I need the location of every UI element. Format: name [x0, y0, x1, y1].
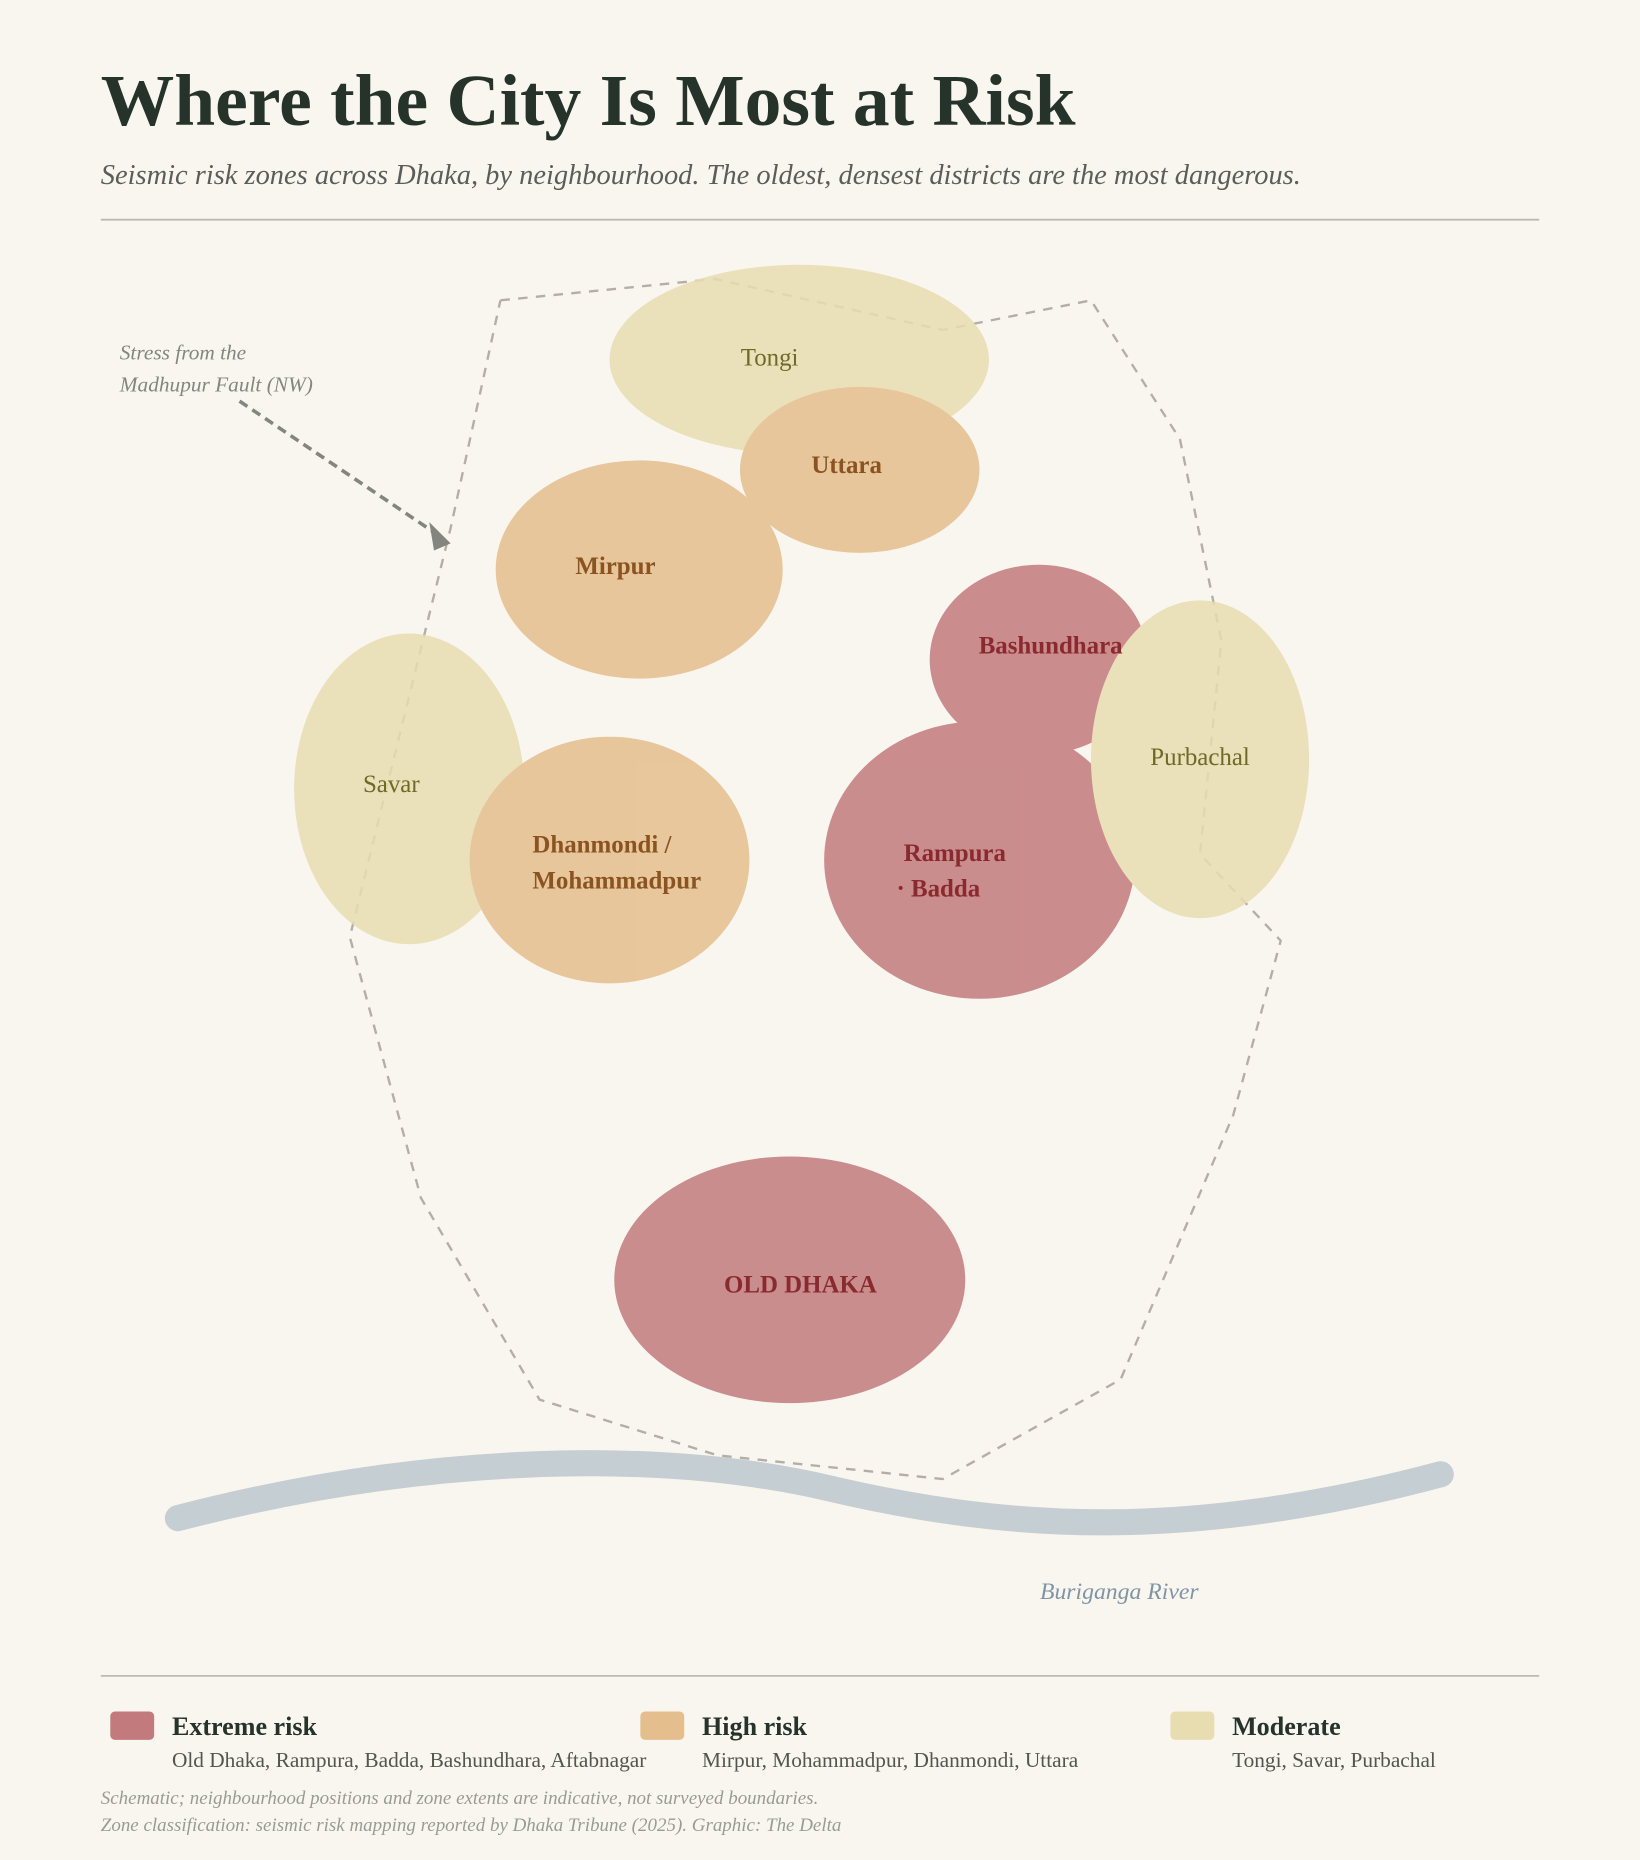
annotation: Stress from the: [120, 341, 246, 365]
legend-label: Moderate: [1232, 1712, 1341, 1741]
subtitle: Seismic risk zones across Dhaka, by neig…: [101, 160, 1301, 191]
zone-label: Purbachal: [1150, 744, 1250, 771]
note: Zone classification: seismic risk mappin…: [101, 1815, 842, 1836]
zone-label: Mirpur: [575, 553, 655, 580]
stress-arrow: [238, 399, 438, 536]
zone-extreme: [614, 1156, 966, 1404]
legend-swatch: [110, 1711, 155, 1740]
legend-label: Extreme risk: [172, 1712, 318, 1741]
zone-label: Mohammadpur: [532, 867, 701, 894]
legend-label: High risk: [702, 1712, 808, 1741]
zone-high: [495, 460, 783, 679]
annotation: Madhupur Fault (NW): [119, 373, 313, 397]
river-label: Buriganga River: [1040, 1579, 1199, 1605]
zone-high: [469, 736, 750, 984]
legend-swatch: [1170, 1711, 1215, 1740]
zone-label: · Badda: [896, 876, 980, 903]
zone-label: OLD DHAKA: [724, 1272, 877, 1299]
zone-extreme: [929, 564, 1148, 755]
zone-extreme: [824, 721, 1135, 999]
legend-desc: Old Dhaka, Rampura, Badda, Bashundhara, …: [172, 1748, 646, 1772]
zone-label: Rampura: [904, 840, 1007, 867]
river: [164, 1450, 1454, 1536]
title: Where the City Is Most at Risk: [101, 59, 1076, 141]
zones: [294, 264, 1310, 1404]
zone-high: [739, 386, 980, 553]
legend-desc: Tongi, Savar, Purbachal: [1232, 1748, 1436, 1772]
zone-label: Tongi: [741, 344, 799, 371]
zone-label: Uttara: [811, 452, 882, 479]
zone-label: Savar: [363, 771, 420, 798]
zone-label: Dhanmondi /: [532, 832, 672, 859]
zone-moderate: [294, 633, 525, 945]
note: Schematic; neighbourhood positions and z…: [101, 1788, 819, 1809]
arrow-head: [429, 522, 451, 551]
legend-swatch: [640, 1711, 685, 1740]
city-boundary: [348, 277, 1283, 1481]
legend-desc: Mirpur, Mohammadpur, Dhanmondi, Uttara: [702, 1748, 1079, 1772]
zone-label: Bashundhara: [979, 632, 1123, 659]
zone-moderate: [1090, 600, 1310, 919]
